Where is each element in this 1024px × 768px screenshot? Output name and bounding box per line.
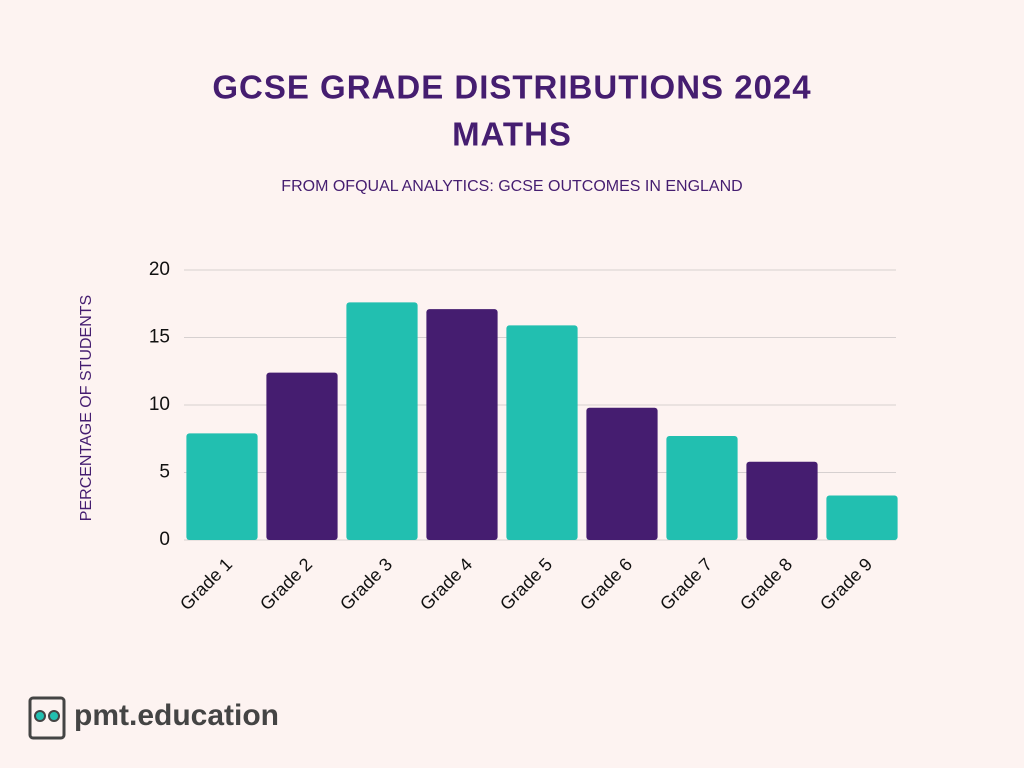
y-tick-label: 10: [149, 394, 170, 415]
y-tick-label: 15: [149, 327, 170, 348]
logo-eye: [34, 710, 46, 722]
chart-subtitle: FROM OFQUAL ANALYTICS: GCSE OUTCOMES IN …: [281, 178, 742, 195]
bar: [666, 436, 738, 540]
logo-eye: [48, 710, 60, 722]
bar: [426, 309, 498, 540]
bar: [826, 495, 898, 540]
y-axis-label: PERCENTAGE OF STUDENTS: [78, 295, 95, 521]
chart-title: GCSE GRADE DISTRIBUTIONS 2024: [212, 69, 811, 106]
bar: [266, 372, 338, 540]
bar: [506, 325, 578, 540]
bar: [346, 302, 418, 540]
chart-title: MATHS: [452, 116, 572, 153]
brand-name: pmt.education: [74, 699, 279, 732]
bar: [586, 407, 658, 540]
y-tick-label: 5: [159, 462, 170, 483]
y-tick-label: 20: [149, 259, 170, 280]
logo: pmt.education: [28, 696, 279, 740]
y-tick-label: 0: [159, 529, 170, 550]
bar: [186, 433, 258, 540]
bar: [746, 461, 818, 540]
logo-icon: [28, 696, 66, 740]
